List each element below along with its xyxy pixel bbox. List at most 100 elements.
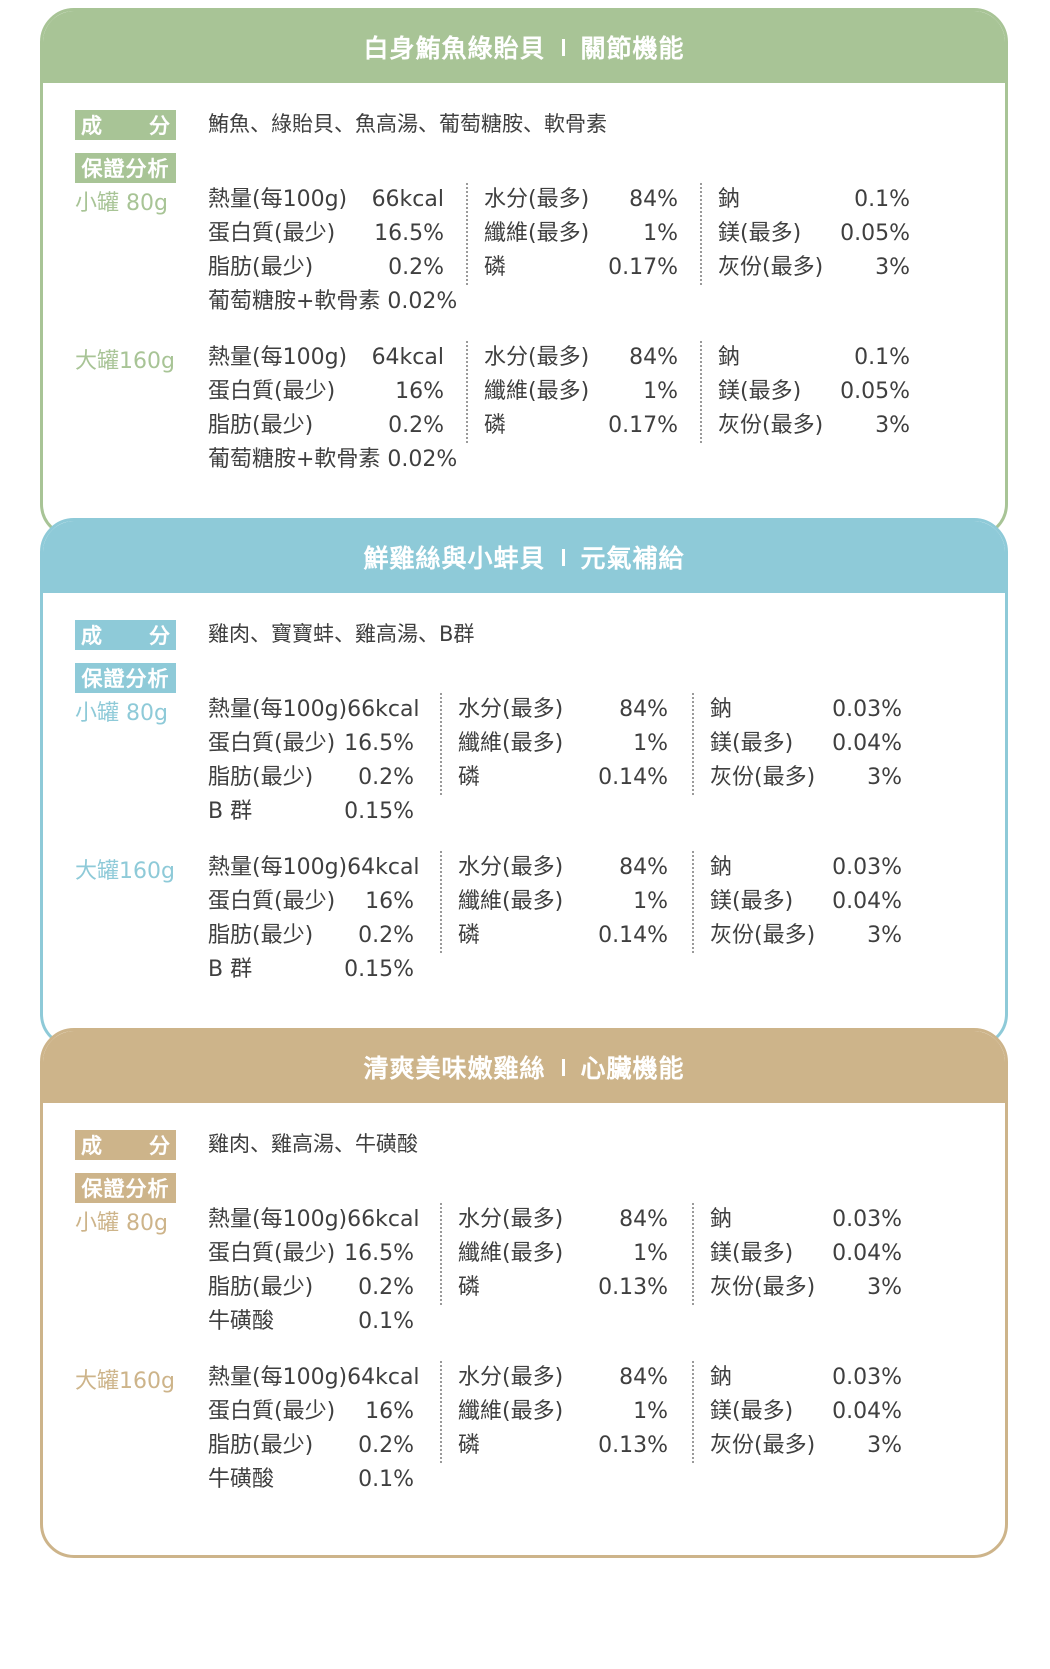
- nutrient-value: 16.5%: [344, 731, 414, 756]
- nutrient-column: 熱量(每100g) 64kcal 蛋白質(最少) 16% 脂肪(最少) 0.2% 牛磺酸 0.…: [208, 1361, 420, 1497]
- nutrient-name: 脂肪(最少): [208, 413, 314, 438]
- nutrient-row: 熱量(每100g) 64kcal: [208, 341, 444, 375]
- ingredients-row: 成分: [75, 1130, 176, 1160]
- can-size-label: 小罐 80g: [75, 701, 168, 726]
- nutrient-row: 磷 0.17%: [484, 409, 678, 443]
- analysis-badge: 保證分析: [75, 663, 176, 693]
- nutrient-row: 蛋白質(最少) 16.5%: [208, 1237, 414, 1271]
- nutrient-name: 灰份(最多): [710, 765, 816, 790]
- nutrient-name: 脂肪(最少): [208, 765, 314, 790]
- nutrient-name: 鈉: [710, 1207, 733, 1232]
- nutrient-name: 鈉: [710, 1365, 733, 1390]
- nutrient-row: 纖維(最多) 1%: [458, 1237, 668, 1271]
- nutrient-value: 84%: [619, 855, 668, 880]
- product-function: 關節機能: [580, 34, 685, 63]
- ingredients-badge-char: 成: [81, 1134, 102, 1158]
- ingredients-row: 成分: [75, 620, 176, 650]
- nutrient-row: 灰份(最多) 3%: [718, 251, 910, 285]
- nutrient-value: 16%: [365, 889, 414, 914]
- nutrient-row: 纖維(最多) 1%: [484, 217, 678, 251]
- nutrient-name: 磷: [458, 1275, 481, 1300]
- nutrient-column: 鈉 0.03% 鎂(最多) 0.04% 灰份(最多) 3%: [692, 1361, 902, 1463]
- product-function: 元氣補給: [580, 544, 685, 573]
- nutrient-row: 水分(最多) 84%: [458, 1203, 668, 1237]
- ingredients-badge-char: 分: [149, 624, 170, 648]
- nutrient-name: 纖維(最多): [458, 731, 564, 756]
- nutrient-row: 水分(最多) 84%: [458, 1361, 668, 1395]
- nutrient-value: 0.14%: [598, 923, 668, 948]
- nutrient-name: 脂肪(最少): [208, 1433, 314, 1458]
- title-separator: [561, 548, 565, 566]
- nutrient-value: 1%: [633, 889, 668, 914]
- nutrient-row: 灰份(最多) 3%: [710, 761, 902, 795]
- nutrient-name: 磷: [484, 413, 507, 438]
- product-title: 白身鮪魚綠貽貝: [363, 34, 546, 63]
- nutrient-row: 熱量(每100g) 64kcal: [208, 851, 420, 885]
- nutrient-value: 1%: [643, 221, 678, 246]
- nutrient-value: 0.2%: [358, 1275, 414, 1300]
- can-size-label: 大罐160g: [75, 1369, 175, 1394]
- nutrient-column: 鈉 0.03% 鎂(最多) 0.04% 灰份(最多) 3%: [692, 851, 902, 953]
- nutrient-row: 牛磺酸 0.1%: [208, 1463, 414, 1497]
- nutrient-name: 鎂(最多): [718, 379, 802, 404]
- nutrient-name: 鎂(最多): [710, 731, 794, 756]
- nutrient-row: 水分(最多) 84%: [458, 851, 668, 885]
- ingredients-badge-char: 分: [149, 1134, 170, 1158]
- nutrient-name: 熱量(每100g): [208, 187, 348, 212]
- ingredients-badge: 成分: [75, 620, 176, 650]
- nutrient-row: 水分(最多) 84%: [458, 693, 668, 727]
- product-title: 清爽美味嫩雞絲: [363, 1054, 546, 1083]
- nutrient-name: 水分(最多): [484, 345, 590, 370]
- nutrient-row: 磷 0.14%: [458, 919, 668, 953]
- nutrient-row: 鎂(最多) 0.04%: [710, 885, 902, 919]
- nutrient-name: 牛磺酸: [208, 1309, 275, 1334]
- nutrient-value: 0.1%: [854, 187, 910, 212]
- nutrient-row: 纖維(最多) 1%: [484, 375, 678, 409]
- nutrient-value: 0.1%: [358, 1309, 414, 1334]
- nutrient-name: 脂肪(最少): [208, 1275, 314, 1300]
- nutrient-row: 蛋白質(最少) 16%: [208, 375, 444, 409]
- nutrient-row: 熱量(每100g) 64kcal: [208, 1361, 420, 1395]
- nutrient-name: 磷: [458, 765, 481, 790]
- nutrient-row: 鎂(最多) 0.04%: [710, 1237, 902, 1271]
- nutrient-value: 16.5%: [344, 1241, 414, 1266]
- analysis-row: 保證分析: [75, 1173, 176, 1203]
- nutrient-name: 水分(最多): [458, 1365, 564, 1390]
- nutrient-value: 64kcal: [371, 345, 444, 370]
- nutrient-column: 水分(最多) 84% 纖維(最多) 1% 磷 0.13%: [440, 1203, 668, 1305]
- nutrient-row: 牛磺酸 0.1%: [208, 1305, 414, 1339]
- nutrient-row: 蛋白質(最少) 16.5%: [208, 727, 414, 761]
- product-function: 心臟機能: [580, 1054, 685, 1083]
- nutrient-name: 葡萄糖胺+軟骨素 0.02%: [208, 289, 458, 314]
- nutrient-value: 0.04%: [832, 1241, 902, 1266]
- nutrient-row: B 群 0.15%: [208, 953, 414, 987]
- card-header: 白身鮪魚綠貽貝 關節機能: [43, 11, 1005, 83]
- ingredients-text: 鮪魚、綠貽貝、魚高湯、葡萄糖胺、軟骨素: [208, 112, 607, 136]
- nutrient-row: 灰份(最多) 3%: [710, 1429, 902, 1463]
- nutrient-row: 蛋白質(最少) 16%: [208, 885, 414, 919]
- nutrient-value: 3%: [867, 765, 902, 790]
- nutrient-name: 灰份(最多): [710, 923, 816, 948]
- nutrient-name: 水分(最多): [484, 187, 590, 212]
- nutrient-name: 水分(最多): [458, 855, 564, 880]
- nutrient-column: 鈉 0.03% 鎂(最多) 0.04% 灰份(最多) 3%: [692, 693, 902, 795]
- nutrient-name: B 群: [208, 799, 253, 824]
- nutrient-value: 16%: [395, 379, 444, 404]
- nutrient-value: 66kcal: [347, 697, 420, 722]
- nutrient-value: 0.17%: [608, 413, 678, 438]
- nutrient-value: 84%: [629, 187, 678, 212]
- nutrient-row: 水分(最多) 84%: [484, 341, 678, 375]
- nutrient-name: 灰份(最多): [718, 255, 824, 280]
- nutrient-row: 鈉 0.1%: [718, 183, 910, 217]
- nutrient-name: 蛋白質(最少): [208, 379, 336, 404]
- can-size-label: 大罐160g: [75, 349, 175, 374]
- analysis-row: 保證分析: [75, 153, 176, 183]
- nutrient-name: 蛋白質(最少): [208, 221, 336, 246]
- nutrient-row: 纖維(最多) 1%: [458, 885, 668, 919]
- nutrient-value: 16%: [365, 1399, 414, 1424]
- nutrient-value: 3%: [867, 923, 902, 948]
- product-title: 鮮雞絲與小蚌貝: [363, 544, 546, 573]
- nutrient-value: 0.15%: [344, 957, 414, 982]
- ingredients-text: 雞肉、寶寶蚌、雞高湯、B群: [208, 622, 475, 646]
- product-card: 鮮雞絲與小蚌貝 元氣補給成分 雞肉、寶寶蚌、雞高湯、B群保證分析小罐 80g 熱量(每…: [40, 518, 1008, 1048]
